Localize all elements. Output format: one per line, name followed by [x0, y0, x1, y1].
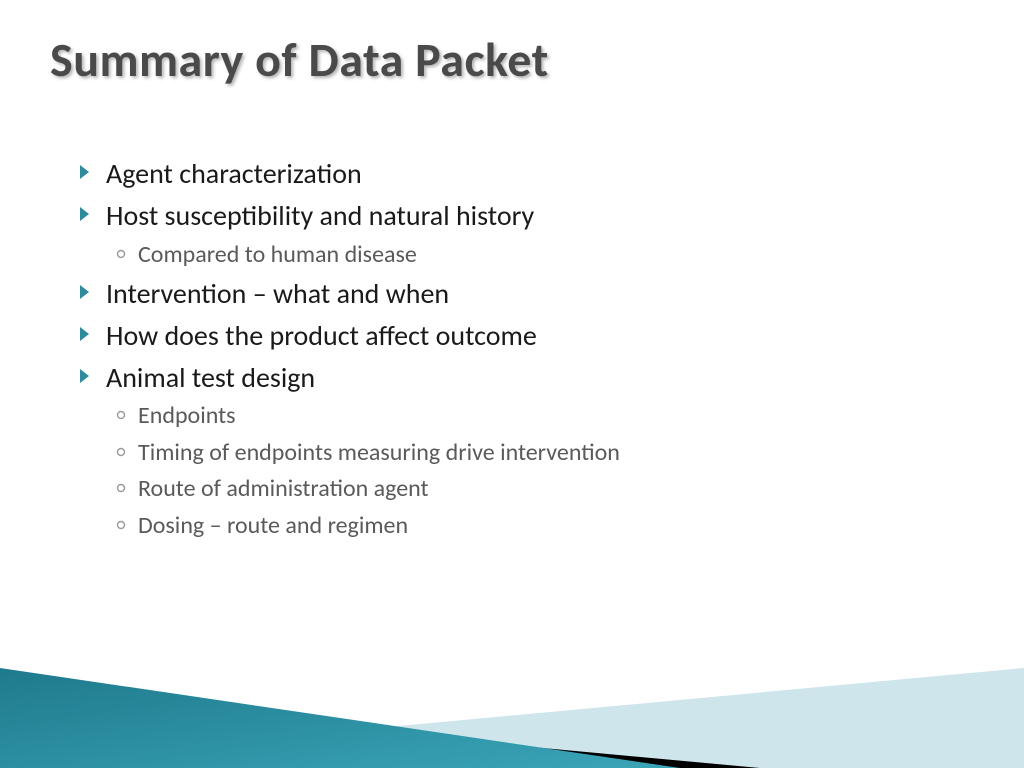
list-item-text: How does the product affect outcome: [106, 317, 537, 355]
triangle-bullet-icon: [80, 207, 92, 221]
list-item-text: Dosing – route and regimen: [138, 510, 408, 542]
circle-bullet-icon: [116, 520, 126, 530]
list-item-text: Host susceptibility and natural history: [106, 197, 534, 235]
circle-bullet-icon: [116, 483, 126, 493]
list-item: Endpoints: [116, 400, 964, 432]
triangle-bullet-icon: [80, 327, 92, 341]
list-item: Dosing – route and regimen: [116, 510, 964, 542]
list-item-text: Animal test design: [106, 359, 315, 397]
list-item: How does the product affect outcome: [80, 317, 964, 355]
slide: Summary of Data Packet Agent characteriz…: [0, 0, 1024, 768]
circle-bullet-icon: [116, 447, 126, 457]
circle-bullet-icon: [116, 410, 126, 420]
list-item: Route of administration agent: [116, 473, 964, 505]
triangle-bullet-icon: [80, 165, 92, 179]
list-item: Agent characterization: [80, 155, 964, 193]
list-item: Host susceptibility and natural history: [80, 197, 964, 235]
circle-bullet-icon: [116, 249, 126, 259]
list-item: Timing of endpoints measuring drive inte…: [116, 437, 964, 469]
slide-content: Agent characterization Host susceptibili…: [80, 155, 964, 546]
list-item-text: Endpoints: [138, 400, 236, 432]
triangle-bullet-icon: [80, 369, 92, 383]
list-item: Compared to human disease: [116, 239, 964, 271]
list-item-text: Intervention – what and when: [106, 275, 449, 313]
list-item-text: Compared to human disease: [138, 239, 417, 271]
list-item-text: Agent characterization: [106, 155, 362, 193]
list-item: Animal test design: [80, 359, 964, 397]
list-item-text: Route of administration agent: [138, 473, 429, 505]
list-item-text: Timing of endpoints measuring drive inte…: [138, 437, 620, 469]
triangle-bullet-icon: [80, 285, 92, 299]
list-item: Intervention – what and when: [80, 275, 964, 313]
slide-title: Summary of Data Packet: [50, 30, 549, 89]
slide-decor-triangles: [0, 608, 1024, 768]
